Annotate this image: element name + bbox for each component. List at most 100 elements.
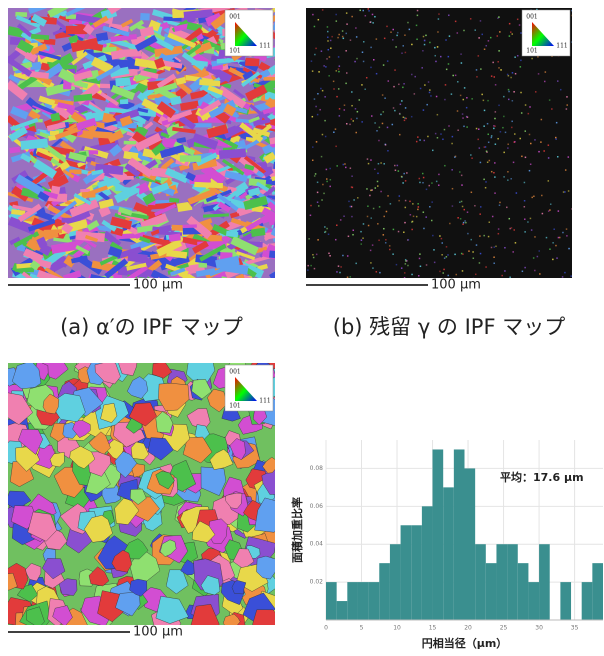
grain: [452, 205, 454, 207]
grain: [386, 211, 388, 213]
grain: [396, 264, 398, 266]
grain: [480, 68, 482, 70]
grain: [522, 271, 524, 273]
grain: [352, 234, 354, 236]
grain: [412, 221, 414, 223]
grain: [476, 128, 478, 129]
grain: [449, 35, 451, 37]
grain: [462, 253, 464, 255]
grain: [429, 89, 431, 91]
grain: [566, 228, 568, 230]
grain: [336, 225, 338, 227]
grain: [399, 195, 401, 197]
x-tick-label: 25: [500, 625, 508, 632]
grain: [124, 141, 137, 145]
grain: [568, 248, 570, 250]
grain: [462, 206, 464, 208]
grain: [369, 195, 371, 197]
grain: [350, 276, 352, 278]
bar: [433, 449, 444, 620]
grain: [474, 29, 476, 31]
grain: [403, 83, 405, 85]
grain: [494, 246, 496, 248]
grain: [556, 122, 558, 124]
grain: [527, 221, 529, 223]
grain: [360, 243, 362, 245]
grain: [404, 222, 406, 224]
grain: [387, 150, 389, 152]
grain: [397, 32, 399, 34]
grain: [435, 133, 437, 135]
grain: [373, 208, 375, 210]
grain: [418, 206, 420, 208]
bar: [475, 544, 486, 620]
grain: [343, 215, 345, 217]
bar: [528, 582, 539, 620]
bar: [379, 563, 390, 620]
grain: [386, 26, 388, 28]
grain: [407, 265, 409, 267]
grain: [464, 220, 466, 222]
grain: [374, 122, 376, 124]
grain: [442, 272, 444, 274]
grain: [377, 223, 379, 225]
grain: [549, 248, 551, 250]
grain: [245, 58, 259, 67]
grain: [452, 136, 454, 138]
grain: [388, 80, 390, 82]
grain: [419, 253, 421, 255]
grain: [311, 60, 313, 62]
grain: [517, 19, 519, 21]
grain: [462, 224, 464, 226]
grain: [323, 65, 325, 67]
grain: [570, 275, 572, 277]
grain: [366, 188, 368, 190]
grain: [382, 94, 384, 96]
grain: [416, 25, 418, 27]
grain: [401, 52, 403, 54]
grain: [520, 66, 522, 68]
grain: [411, 44, 413, 46]
grain: [479, 262, 481, 264]
grain: [512, 251, 514, 253]
grain: [273, 162, 292, 171]
grain: [471, 98, 473, 100]
grain: [488, 142, 490, 144]
grain: [120, 99, 128, 104]
grain: [399, 134, 401, 136]
grain: [314, 54, 316, 56]
grain: [444, 165, 446, 167]
inset-label: 001: [229, 369, 240, 376]
grain: [568, 156, 570, 158]
grain: [322, 134, 324, 136]
bar: [443, 487, 454, 620]
grain: [497, 61, 499, 63]
grain: [310, 205, 312, 207]
grain: [438, 174, 440, 176]
panel-caption: (a) α′の IPF マップ: [60, 315, 243, 339]
grain: [340, 266, 342, 268]
grain: [336, 271, 338, 273]
grain: [327, 37, 329, 39]
grain: [509, 23, 511, 25]
grain: [318, 71, 320, 73]
grain: [336, 96, 338, 98]
grain: [394, 165, 396, 167]
grain: [315, 48, 317, 50]
grain: [483, 125, 485, 127]
grain: [327, 31, 329, 33]
grain: [379, 272, 381, 274]
grain: [321, 50, 323, 52]
grain: [505, 132, 507, 134]
grain: [564, 272, 566, 274]
grain: [326, 58, 328, 60]
grain: [558, 210, 560, 212]
grain: [325, 66, 327, 68]
grain: [424, 140, 426, 142]
grain: [370, 159, 372, 161]
grain: [560, 89, 562, 91]
grain: [504, 247, 506, 249]
y-tick-label: 0.02: [310, 579, 324, 586]
grain: [485, 266, 487, 268]
grain: [384, 38, 386, 40]
